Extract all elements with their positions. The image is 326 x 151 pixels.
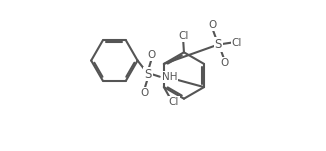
Text: Cl: Cl: [169, 97, 179, 107]
Text: O: O: [208, 20, 216, 30]
Text: S: S: [144, 67, 152, 80]
Text: NH: NH: [162, 72, 177, 82]
Text: O: O: [220, 58, 229, 68]
Text: Cl: Cl: [178, 31, 188, 41]
Text: O: O: [148, 50, 156, 60]
Text: S: S: [215, 38, 222, 51]
Text: O: O: [140, 88, 148, 98]
Text: Cl: Cl: [231, 38, 242, 48]
